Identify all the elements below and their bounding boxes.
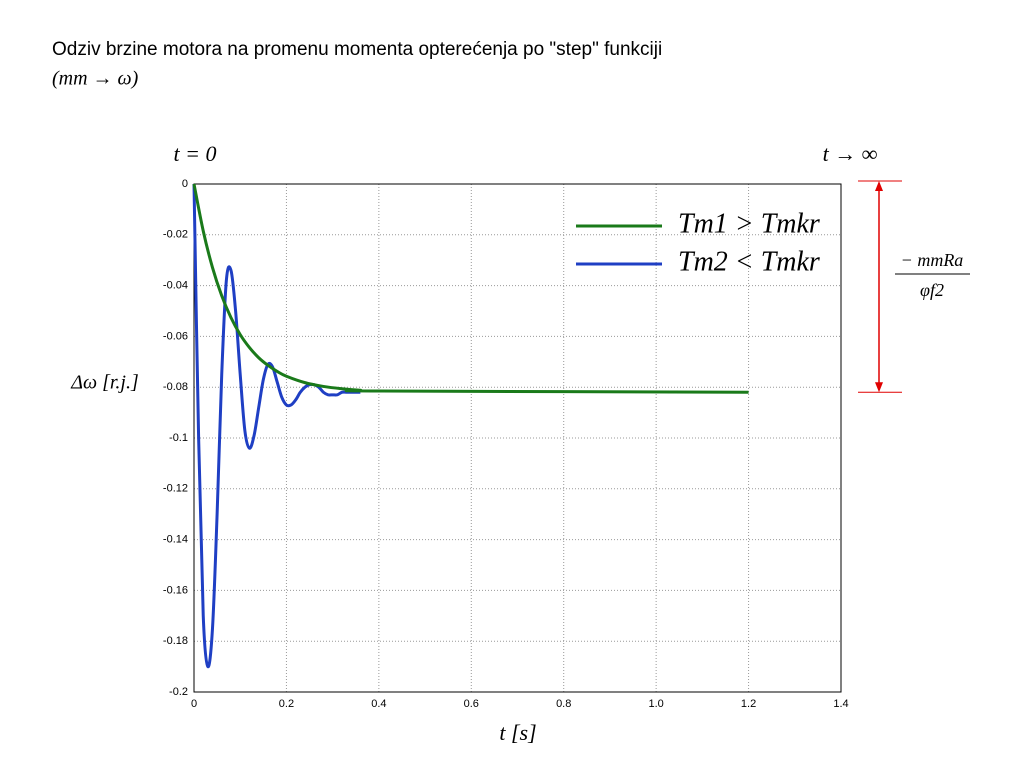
annotation: φf2	[920, 280, 944, 300]
x-tick-label: 1.0	[648, 698, 663, 710]
x-tick-label: 0.4	[371, 698, 386, 710]
x-tick-label: 0	[191, 698, 197, 710]
y-tick-label: -0.18	[163, 635, 188, 647]
x-tick-label: 1.4	[833, 698, 848, 710]
series-line	[192, 183, 749, 394]
y-tick-label: -0.16	[163, 584, 188, 596]
y-tick-label: -0.06	[163, 330, 188, 342]
x-tick-label: 0.2	[279, 698, 294, 710]
chart-title: Odziv brzine motora na promenu momenta o…	[52, 39, 662, 60]
plot-frame	[193, 183, 842, 693]
annotation: t = 0	[174, 141, 217, 166]
arrow-head	[875, 382, 883, 393]
legend-label: Tm2 < Tmkr	[678, 246, 820, 277]
annotation: − mmRa	[901, 250, 964, 270]
y-tick-label: -0.14	[163, 534, 188, 546]
y-tick-label: -0.02	[163, 229, 188, 241]
y-tick-label: -0.12	[163, 483, 188, 495]
arrow-head	[875, 181, 883, 191]
y-axis-label: Δω [r.j.]	[70, 372, 139, 394]
legend-label: Tm1 > Tmkr	[678, 208, 820, 239]
y-tick-label: -0.2	[169, 686, 188, 698]
x-tick-label: 0.6	[464, 698, 479, 710]
chart-subtitle: (mm → ω)	[52, 68, 139, 90]
y-tick-label: -0.08	[163, 381, 188, 393]
annotation: t → ∞	[823, 141, 878, 166]
series-line	[192, 183, 361, 669]
y-tick-label: -0.04	[163, 280, 188, 292]
x-tick-label: 0.8	[556, 698, 571, 710]
x-tick-label: 1.2	[741, 698, 756, 710]
x-axis-label: t [s]	[499, 720, 536, 745]
y-tick-label: -0.1	[169, 432, 188, 444]
y-tick-label: 0	[182, 178, 188, 190]
